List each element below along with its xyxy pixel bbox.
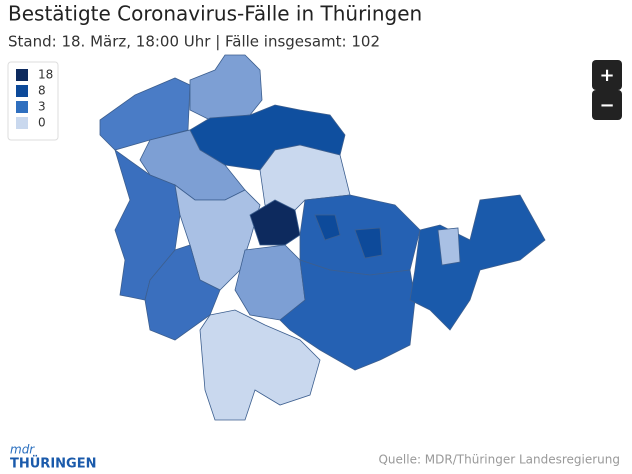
legend-swatch (16, 117, 28, 129)
region[interactable] (354, 227, 383, 259)
zoom-in-label[interactable]: + (599, 65, 614, 86)
zoom-in[interactable]: + (592, 60, 622, 90)
title: Bestätigte Coronavirus-Fälle in Thüringe… (8, 2, 422, 26)
zoom-out-button[interactable] (592, 90, 622, 120)
region[interactable] (189, 54, 263, 121)
zoom-out-label[interactable]: − (599, 95, 614, 116)
legend-label: 8 (38, 84, 46, 98)
zoom-in-button[interactable] (592, 60, 622, 90)
map (99, 54, 546, 421)
subtitle: Stand: 18. März, 18:00 Uhr | Fälle insge… (8, 33, 380, 51)
region[interactable] (314, 214, 341, 241)
region[interactable] (409, 194, 546, 331)
legend-label: 3 (38, 100, 46, 114)
region[interactable] (99, 77, 191, 151)
source: Quelle: MDR/Thüringer Landesregierung (378, 453, 620, 467)
region[interactable] (249, 199, 301, 246)
zoom-out[interactable]: − (592, 90, 622, 120)
legend-swatch (16, 69, 28, 81)
legend-swatch (16, 101, 28, 113)
legend-label: 0 (38, 116, 46, 130)
logo-bottom: THÜRINGEN (10, 456, 96, 472)
legend-swatch (16, 85, 28, 97)
legend: 18 8 3 0 (7, 61, 59, 141)
region[interactable] (199, 309, 321, 421)
region[interactable] (437, 227, 461, 266)
legend-label: 18 (38, 68, 53, 82)
logo-top: mdr (10, 443, 35, 457)
region[interactable] (144, 244, 221, 341)
region[interactable] (279, 259, 416, 371)
region[interactable] (189, 104, 346, 171)
